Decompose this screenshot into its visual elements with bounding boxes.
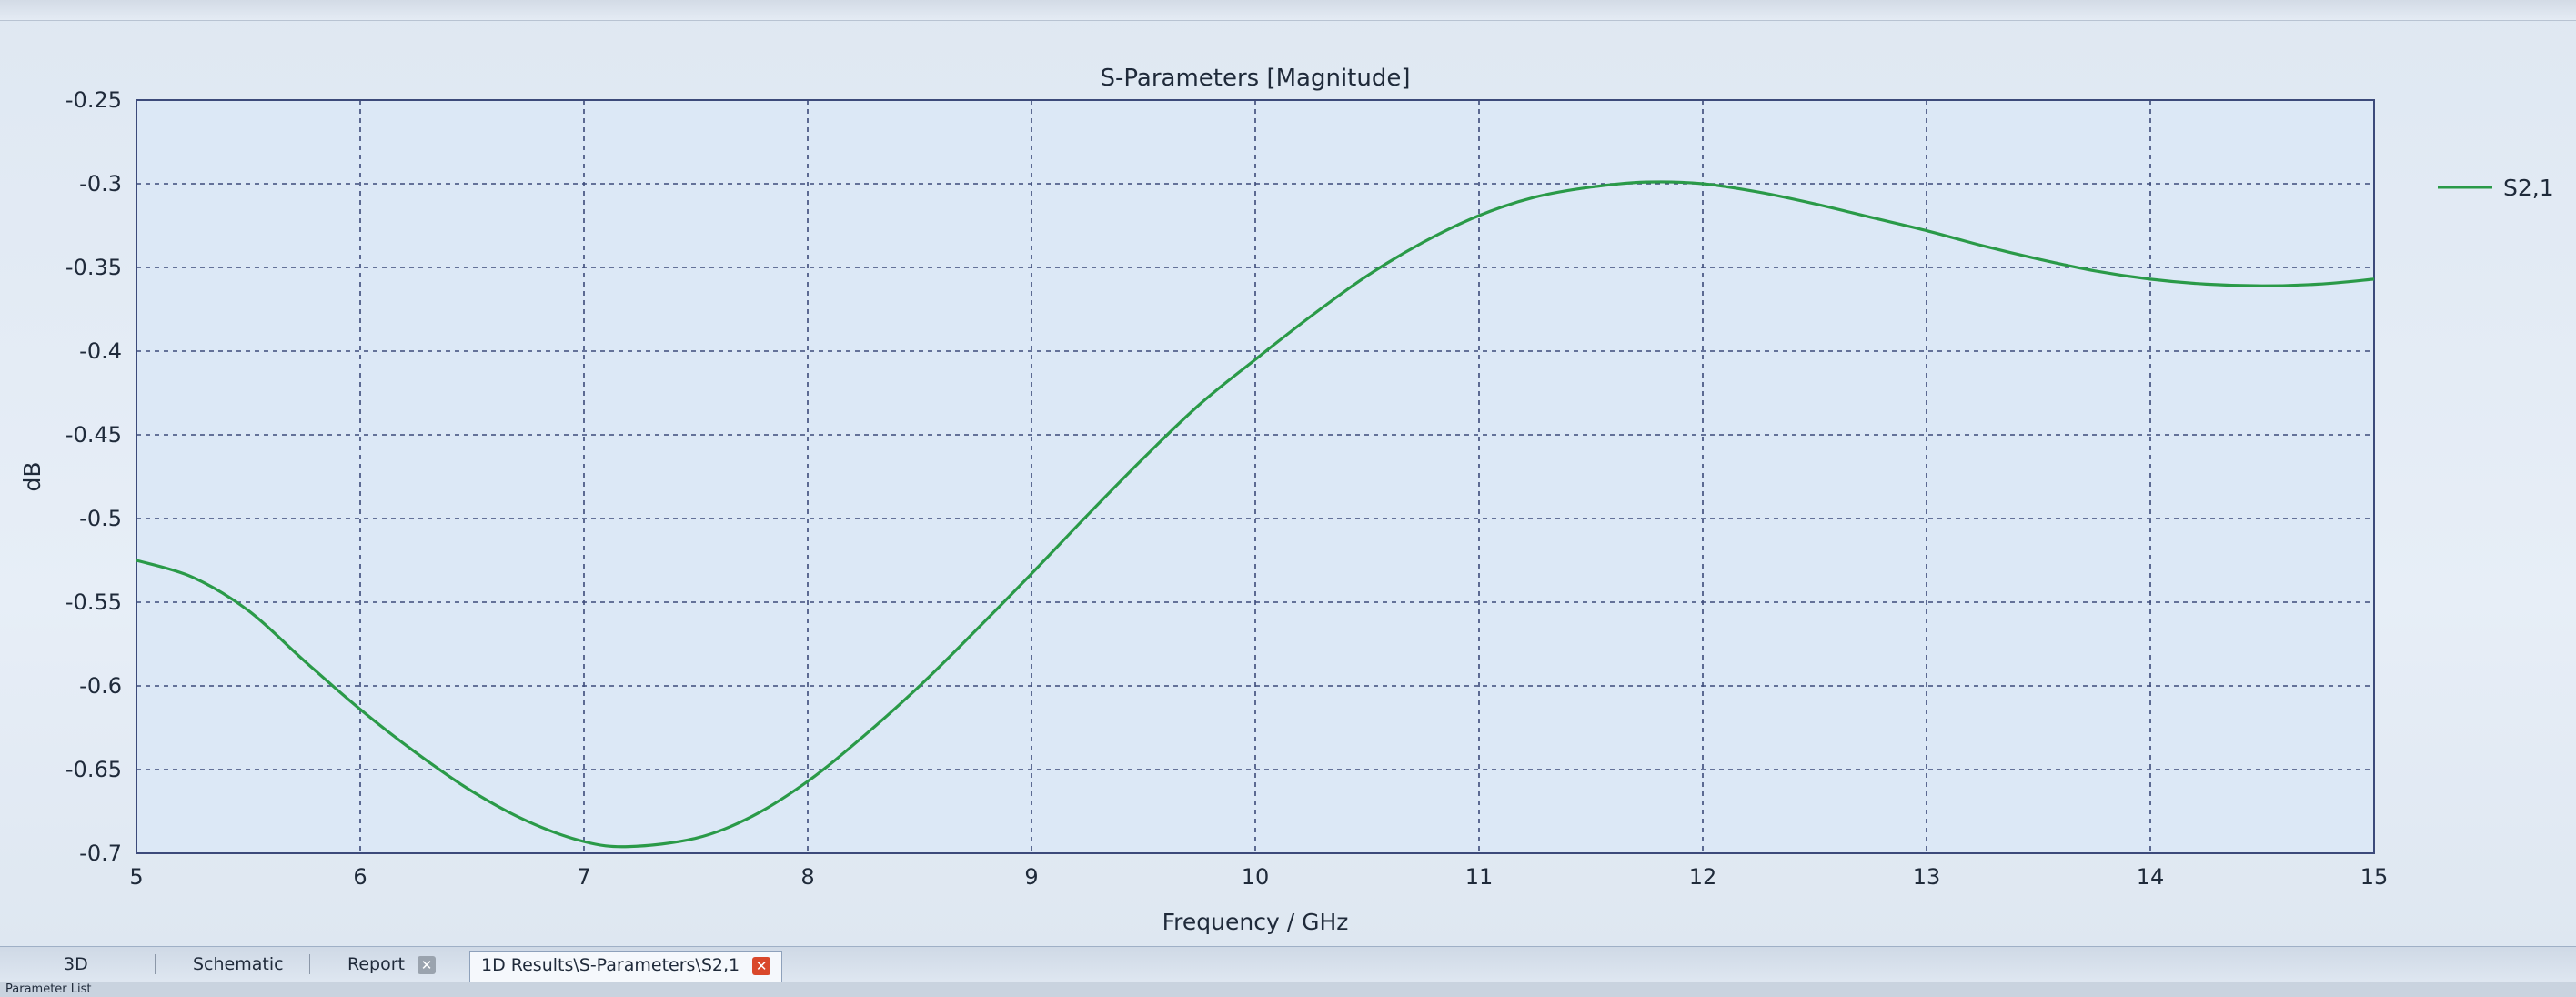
y-tick-label: -0.7 <box>79 841 122 866</box>
status-text: Parameter List <box>5 982 92 996</box>
y-tick-label: -0.3 <box>79 171 122 196</box>
x-tick-label: 8 <box>800 864 814 890</box>
x-axis-ticks: 5 6 7 8 9 10 11 12 13 14 15 <box>129 864 2388 890</box>
legend: S2,1 <box>2438 175 2554 201</box>
series-line-s21 <box>136 180 2375 849</box>
window-top-bar <box>0 0 2576 21</box>
tab-label: 1D Results\S-Parameters\S2,1 <box>481 955 740 975</box>
chart: 5 6 7 8 9 10 11 12 13 14 15 -0.25 -0.3 -0.35 -0.4 -0.4… <box>19 65 2554 935</box>
tab-schematic[interactable]: Schematic <box>182 951 295 978</box>
x-tick-label: 9 <box>1024 864 1038 890</box>
close-icon[interactable]: ✕ <box>418 955 437 974</box>
chart-title: S-Parameters [Magnitude] <box>1101 65 1411 92</box>
tab-bar: 3D Schematic Report ✕ 1D Results\S-Param… <box>0 946 2576 983</box>
x-tick-label: 13 <box>1913 864 1941 890</box>
tab-separator <box>309 954 310 974</box>
y-axis-ticks: -0.25 -0.3 -0.35 -0.4 -0.45 -0.5 -0.55 -0.6 -0.6… <box>65 87 122 866</box>
y-tick-label: -0.5 <box>79 506 122 531</box>
tab-3d[interactable]: 3D <box>53 951 99 978</box>
x-axis-title: Frequency / GHz <box>1162 909 1349 935</box>
close-icon[interactable]: ✕ <box>752 956 771 975</box>
x-tick-label: 5 <box>129 864 143 890</box>
tab-1d-results-s21[interactable]: 1D Results\S-Parameters\S2,1 ✕ <box>469 951 783 982</box>
x-tick-label: 7 <box>577 864 590 890</box>
tab-label: Report <box>347 954 405 974</box>
status-bar: Parameter List <box>0 982 2576 997</box>
tab-separator <box>155 954 156 974</box>
y-tick-label: -0.6 <box>79 673 122 699</box>
tab-label: 3D <box>64 954 88 974</box>
tab-report[interactable]: Report ✕ <box>337 951 447 978</box>
x-tick-label: 14 <box>2137 864 2165 890</box>
grid <box>136 100 2374 853</box>
y-tick-label: -0.35 <box>65 255 122 280</box>
x-tick-label: 12 <box>1689 864 1717 890</box>
x-tick-label: 15 <box>2360 864 2389 890</box>
y-tick-label: -0.25 <box>65 87 122 113</box>
y-tick-label: -0.65 <box>65 757 122 782</box>
y-tick-label: -0.45 <box>65 422 122 448</box>
legend-label-s21: S2,1 <box>2503 175 2554 201</box>
x-tick-label: 11 <box>1465 864 1494 890</box>
y-tick-label: -0.4 <box>79 338 122 364</box>
tab-label: Schematic <box>193 954 284 974</box>
x-tick-label: 10 <box>1242 864 1270 890</box>
y-tick-label: -0.55 <box>65 589 122 615</box>
x-tick-label: 6 <box>353 864 367 890</box>
y-axis-title: dB <box>19 461 45 491</box>
